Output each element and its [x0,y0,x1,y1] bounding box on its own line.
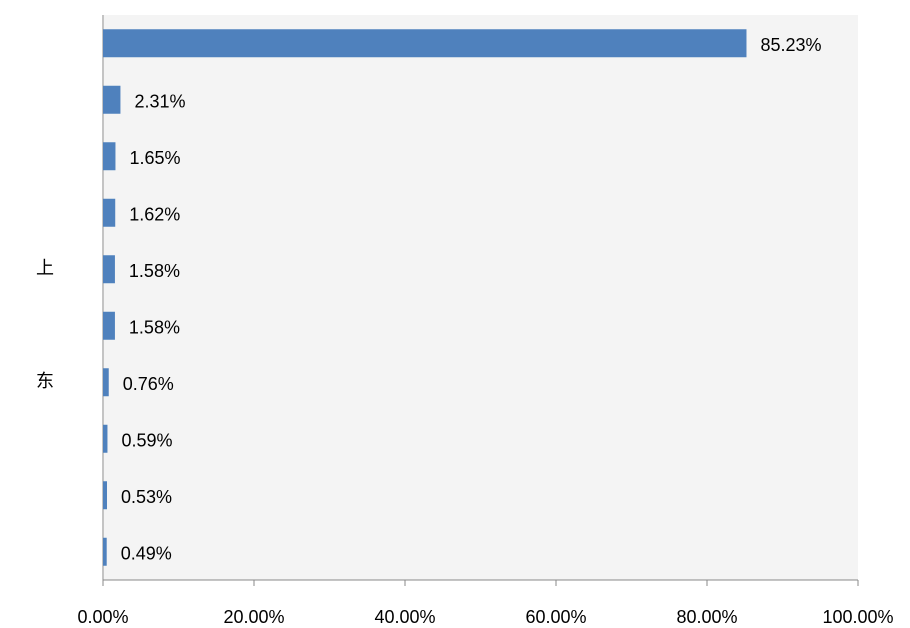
bar [103,198,116,227]
value-label: 1.58% [129,261,180,281]
value-label: 1.65% [129,148,180,168]
bar [103,424,108,453]
value-label: 85.23% [760,35,821,55]
bar [103,255,115,284]
bar [103,142,116,171]
x-tick-label: 100.00% [822,607,893,627]
bar [103,29,747,58]
x-tick-label: 40.00% [374,607,435,627]
x-tick-label: 80.00% [676,607,737,627]
x-tick-label: 0.00% [77,607,128,627]
value-label: 0.59% [121,431,172,451]
value-label: 0.53% [121,487,172,507]
y-tick-label: 上 [36,258,54,278]
bar [103,85,121,114]
y-tick-label: 东 [36,371,54,391]
value-label: 0.76% [123,374,174,394]
plot-background [104,15,858,580]
x-tick-label: 20.00% [223,607,284,627]
value-label: 2.31% [134,92,185,112]
bar [103,537,107,566]
bar [103,311,115,340]
x-tick-label: 60.00% [525,607,586,627]
value-label: 1.62% [129,205,180,225]
value-label: 1.58% [129,318,180,338]
value-label: 0.49% [121,544,172,564]
bar [103,481,108,510]
bar [103,368,109,397]
